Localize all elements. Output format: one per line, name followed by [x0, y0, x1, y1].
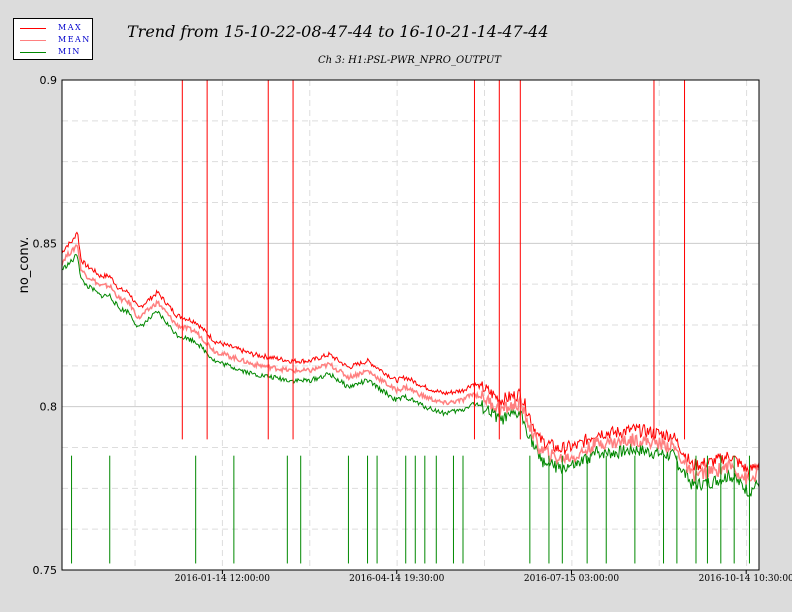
x-tick-label: 2016-07-15 03:00:00: [524, 574, 619, 584]
chart-title: Trend from 15-10-22-08-47-44 to 16-10-21…: [127, 22, 549, 41]
legend-line-mean: [20, 40, 46, 41]
legend-line-max: [20, 28, 46, 29]
y-tick-label: 0.75: [33, 564, 58, 577]
legend-label-min: MIN: [58, 47, 81, 56]
legend-item-max: MAX: [20, 22, 92, 34]
y-tick-label: 0.85: [33, 237, 58, 250]
x-tick-label: 2016-04-14 19:30:00: [349, 574, 444, 584]
legend-item-mean: MEAN: [20, 34, 92, 46]
legend-item-min: MIN: [20, 46, 92, 58]
y-tick-label: 0.9: [40, 74, 58, 87]
legend: MAX MEAN MIN: [13, 18, 93, 60]
x-tick-label: 2016-01-14 12:00:00: [175, 574, 270, 584]
y-tick-label: 0.8: [40, 401, 58, 414]
series-line-mean: [61, 244, 760, 485]
chart-subtitle: Ch 3: H1:PSL-PWR_NPRO_OUTPUT: [318, 55, 501, 66]
plot-frame: [61, 79, 760, 571]
legend-line-min: [20, 52, 46, 53]
series-line-min: [61, 253, 760, 497]
y-axis-label: no_conv.: [17, 237, 32, 294]
legend-label-max: MAX: [58, 23, 83, 32]
series-line-max: [61, 231, 760, 477]
x-tick-label: 2016-10-14 10:30:00: [699, 574, 792, 584]
legend-label-mean: MEAN: [58, 35, 91, 44]
